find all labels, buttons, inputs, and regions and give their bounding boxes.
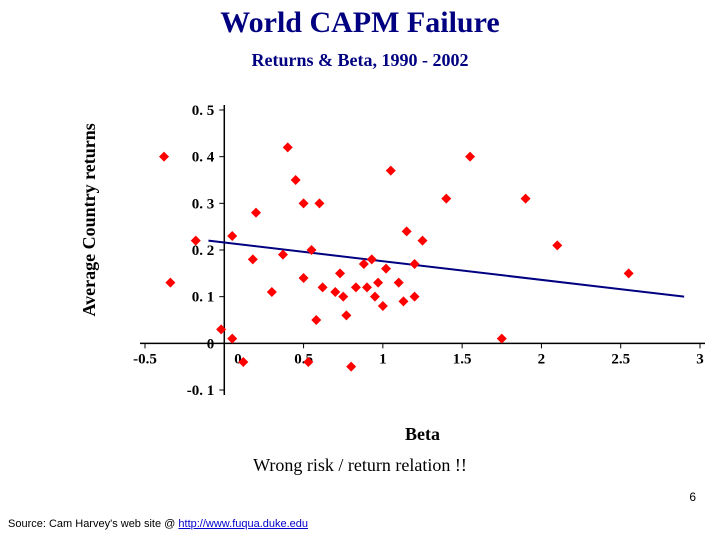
chart-title: Returns & Beta, 1990 - 2002 bbox=[0, 50, 720, 71]
scatter-chart: -0.50.511.522.530-0. 100. 10. 20. 30. 40… bbox=[0, 90, 720, 450]
source-link[interactable]: http://www.fuqua.duke.edu bbox=[178, 518, 308, 530]
svg-text:Beta: Beta bbox=[405, 424, 440, 444]
page-number: 6 bbox=[689, 490, 696, 504]
svg-text:2.5: 2.5 bbox=[611, 351, 630, 367]
y-axis-label: Average Country returns bbox=[80, 120, 100, 320]
page-title: World CAPM Failure bbox=[0, 6, 720, 40]
svg-text:0. 1: 0. 1 bbox=[192, 290, 215, 306]
svg-text:0: 0 bbox=[234, 351, 242, 367]
svg-text:3: 3 bbox=[696, 351, 704, 367]
svg-text:-0.5: -0.5 bbox=[133, 351, 157, 367]
svg-text:0. 3: 0. 3 bbox=[192, 196, 215, 212]
svg-text:1.5: 1.5 bbox=[453, 351, 472, 367]
chart-container: Average Country returns -0.50.511.522.53… bbox=[0, 90, 720, 450]
slide: World CAPM Failure Returns & Beta, 1990 … bbox=[0, 0, 720, 540]
svg-text:1: 1 bbox=[379, 351, 387, 367]
svg-text:2: 2 bbox=[538, 351, 546, 367]
source-prefix: Source: Cam Harvey's web site @ bbox=[8, 518, 178, 530]
chart-caption: Wrong risk / return relation !! bbox=[0, 455, 720, 476]
source-line: Source: Cam Harvey's web site @ http://w… bbox=[8, 518, 308, 530]
svg-text:0. 2: 0. 2 bbox=[192, 243, 215, 259]
svg-text:0: 0 bbox=[207, 336, 215, 352]
svg-text:0. 5: 0. 5 bbox=[192, 103, 215, 119]
svg-text:0. 4: 0. 4 bbox=[192, 150, 215, 166]
svg-text:-0. 1: -0. 1 bbox=[187, 383, 215, 399]
